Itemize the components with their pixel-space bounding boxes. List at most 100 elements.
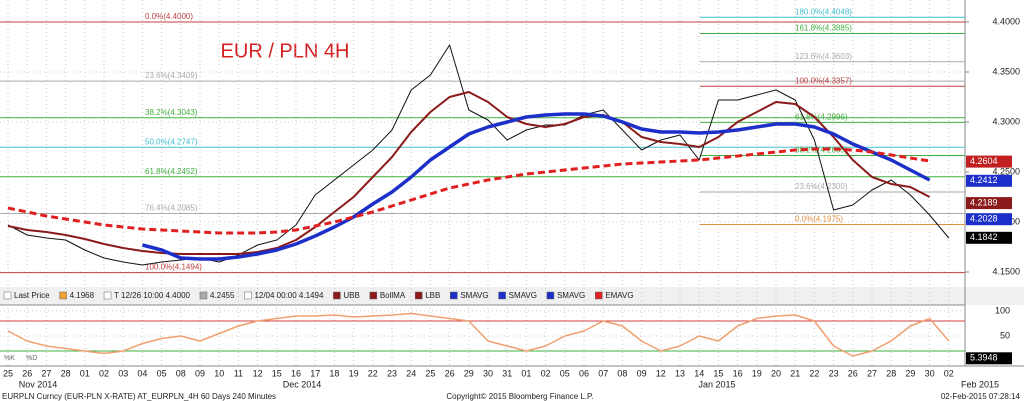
- x-tick-label: 01: [80, 368, 90, 378]
- stoch-label: %K: [4, 355, 15, 362]
- fib-label: 100.0%(4.1494): [145, 263, 202, 272]
- y-tick-label: 4.3500: [992, 66, 1020, 76]
- x-tick-label: 09: [637, 368, 647, 378]
- legend-swatch: [546, 291, 555, 300]
- x-tick-label: 11: [234, 368, 243, 378]
- x-tick-label: 30: [483, 368, 493, 378]
- fib-label: 0.0%(4.4000): [145, 12, 193, 21]
- stoch-tick-label: 100: [995, 305, 1010, 315]
- price-tag-label: 4.2189: [970, 197, 998, 207]
- price-tag-label: 4.1842: [970, 232, 998, 242]
- x-tick-label: 04: [137, 368, 147, 378]
- chart-title: EUR / PLN 4H: [221, 40, 350, 62]
- x-tick-label: 02: [99, 368, 109, 378]
- x-tick-label: 28: [886, 368, 896, 378]
- fib-label: 100.0%(4.3357): [795, 76, 852, 85]
- x-tick-label: 05: [157, 368, 167, 378]
- legend-swatch: [244, 291, 252, 300]
- fib-label: 23.6%(4.3409): [145, 71, 198, 80]
- series-line: [7, 312, 950, 357]
- fib-label: 38.2%(4.3043): [145, 108, 198, 117]
- fib-label: 123.6%(4.3603): [795, 52, 852, 61]
- x-tick-label: 02: [944, 368, 954, 378]
- legend-label: SMAVG: [460, 291, 488, 300]
- x-tick-label: 07: [598, 368, 608, 378]
- x-tick-label: 12: [656, 368, 666, 378]
- price-tag: [966, 197, 1012, 210]
- x-tick-label: 08: [617, 368, 627, 378]
- x-tick-label: 22: [809, 368, 819, 378]
- fib-label: 61.8%(4.2452): [145, 167, 198, 176]
- x-tick-label: 10: [214, 368, 224, 378]
- y-tick-label: 4.4000: [992, 16, 1020, 26]
- legend-swatch: [450, 291, 458, 300]
- legend-swatch: [369, 291, 378, 300]
- legend-swatch: [333, 291, 341, 300]
- x-tick-label: 16: [291, 368, 301, 378]
- fib-label: 38.2%(4.2665): [795, 146, 848, 155]
- x-tick-label: 16: [733, 368, 743, 378]
- legend-label: SMAVG: [557, 291, 585, 300]
- x-tick-label: 26: [445, 368, 455, 378]
- legend-swatch: [414, 291, 423, 300]
- x-tick-label: 19: [349, 368, 359, 378]
- legend-bar: [0, 287, 1024, 305]
- legend-label: BollMA: [380, 291, 406, 300]
- x-tick-label: 26: [848, 368, 858, 378]
- legend-swatch: [103, 291, 112, 300]
- x-tick-label: 31: [502, 368, 512, 378]
- x-tick-label: 17: [310, 368, 320, 378]
- series-line: [7, 91, 931, 255]
- price-tag: [966, 213, 1012, 226]
- x-tick-label: 26: [22, 368, 32, 378]
- legend-swatch: [199, 291, 208, 300]
- series-line: [7, 147, 930, 235]
- legend-swatch: [498, 291, 506, 300]
- fib-label: 50.0%(4.2747): [145, 137, 198, 146]
- footer-right: 02-Feb-2015 07:28:14: [941, 392, 1021, 401]
- y-tick-label: 4.2500: [992, 166, 1020, 176]
- x-tick-label: 05: [560, 368, 570, 378]
- x-tick-label: 22: [368, 368, 378, 378]
- x-tick-label: 18: [329, 368, 339, 378]
- price-tag: [966, 174, 1012, 187]
- month-label: Dec 2014: [283, 379, 322, 389]
- x-tick-label: 27: [867, 368, 877, 378]
- x-tick-label: 24: [406, 368, 416, 378]
- legend-label: 4.2455: [210, 291, 235, 300]
- price-tag-label: 4.2412: [970, 175, 998, 185]
- price-tag: [966, 155, 1012, 168]
- legend-label: Last Price: [14, 291, 50, 300]
- x-tick-label: 19: [752, 368, 762, 378]
- month-label: Nov 2014: [19, 379, 58, 389]
- legend-swatch: [595, 291, 603, 300]
- x-tick-label: 01: [521, 368, 531, 378]
- price-tag: [966, 231, 1012, 244]
- fib-label: 76.4%(4.2085): [145, 204, 198, 213]
- fib-label: 161.8%(4.3885): [795, 24, 852, 33]
- x-tick-label: 13: [675, 368, 685, 378]
- stoch-tick-label: 50: [1000, 330, 1010, 340]
- series-line: [7, 44, 950, 266]
- x-tick-label: 15: [713, 368, 723, 378]
- footer-left: EURPLN Curncy (EUR-PLN X-RATE) AT_EURPLN…: [2, 392, 276, 401]
- x-tick-label: 21: [790, 368, 800, 378]
- series-line: [141, 112, 931, 261]
- month-label: Feb 2015: [961, 379, 999, 389]
- legend-label: LBB: [425, 291, 440, 300]
- x-tick-label: 25: [3, 368, 13, 378]
- legend-swatch: [3, 291, 12, 300]
- x-tick-label: 27: [41, 368, 51, 378]
- x-tick-label: 28: [61, 368, 71, 378]
- x-tick-label: 12: [253, 368, 263, 378]
- x-tick-label: 15: [272, 368, 282, 378]
- x-tick-label: 29: [464, 368, 474, 378]
- x-tick-label: 02: [541, 368, 551, 378]
- x-tick-label: 23: [829, 368, 839, 378]
- fib-label: 23.6%(4.2300): [795, 182, 848, 191]
- x-tick-label: 03: [118, 368, 128, 378]
- footer-center: Copyright© 2015 Bloomberg Finance L.P.: [446, 392, 593, 401]
- legend-label: 4.1968: [70, 291, 95, 300]
